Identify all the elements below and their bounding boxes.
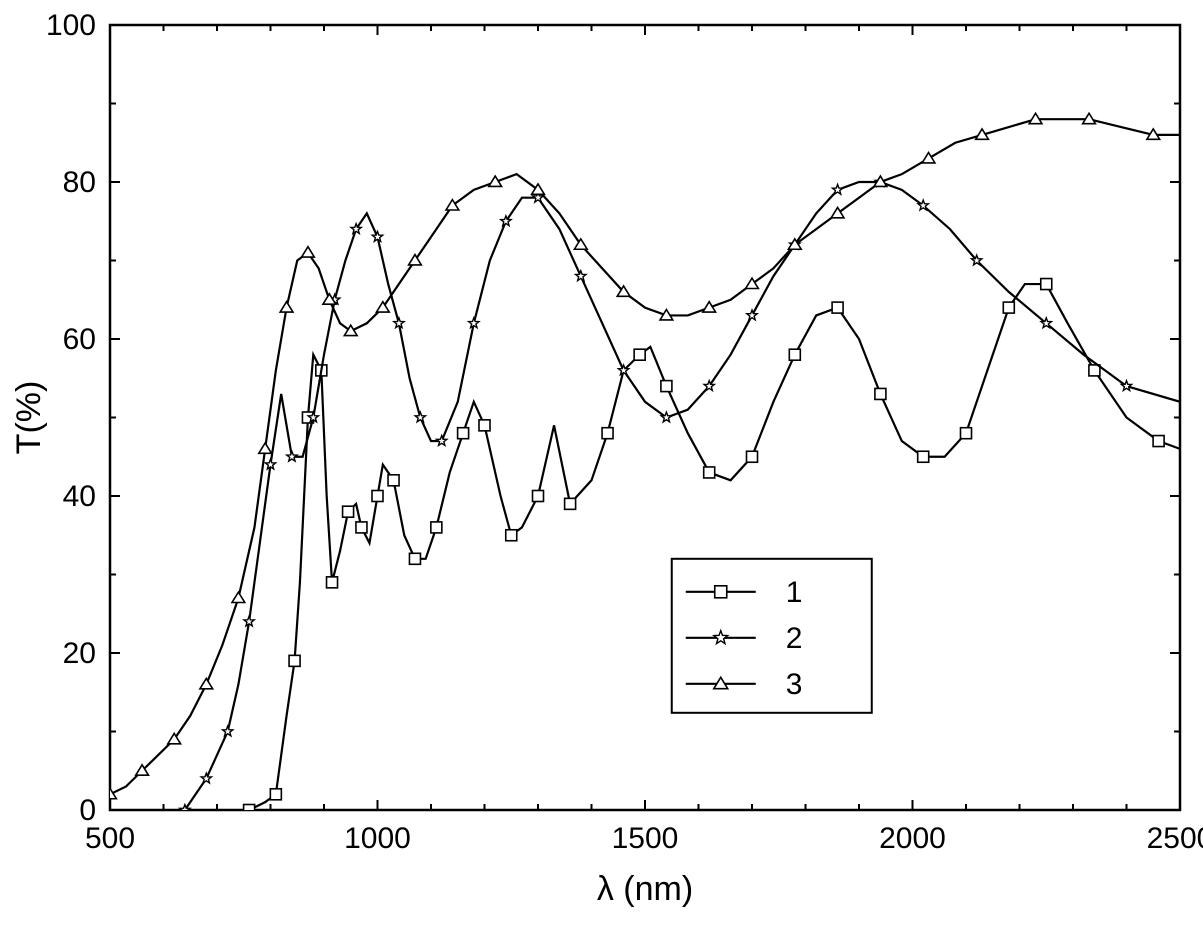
xtick-label: 1500 [612,822,679,855]
legend-label: 1 [786,576,803,609]
xtick-label: 2500 [1147,822,1203,855]
square-marker-icon [506,530,517,541]
y-axis-label: T(%) [10,381,48,455]
square-marker-icon [372,491,383,502]
ytick-label: 20 [63,637,96,670]
ytick-label: 80 [63,166,96,199]
square-marker-icon [634,349,645,360]
square-marker-icon [343,506,354,517]
square-marker-icon [479,420,490,431]
legend-box [672,559,872,713]
square-marker-icon [1041,279,1052,290]
xtick-label: 2000 [879,822,946,855]
square-marker-icon [1003,302,1014,313]
square-marker-icon [747,451,758,462]
square-marker-icon [789,349,800,360]
legend: 1 2 3 [672,559,872,713]
square-marker-icon [431,522,442,533]
square-marker-icon [409,553,420,564]
square-marker-icon [715,586,727,598]
transmission-chart: 5001000150020002500020406080100λ (nm)T(%… [0,0,1203,952]
square-marker-icon [356,522,367,533]
ytick-label: 60 [63,323,96,356]
legend-label: 3 [786,668,803,701]
xtick-label: 1000 [344,822,411,855]
x-axis-label: λ (nm) [597,870,693,908]
legend-label: 2 [786,622,803,655]
ytick-label: 100 [46,9,96,42]
square-marker-icon [918,451,929,462]
square-marker-icon [961,428,972,439]
square-marker-icon [661,381,672,392]
square-marker-icon [533,491,544,502]
square-marker-icon [1153,436,1164,447]
ytick-label: 40 [63,480,96,513]
square-marker-icon [875,388,886,399]
square-marker-icon [270,789,281,800]
square-marker-icon [458,428,469,439]
square-marker-icon [327,577,338,588]
square-marker-icon [704,467,715,478]
square-marker-icon [289,655,300,666]
square-marker-icon [565,498,576,509]
square-marker-icon [602,428,613,439]
square-marker-icon [388,475,399,486]
ytick-label: 0 [79,794,96,827]
square-marker-icon [832,302,843,313]
